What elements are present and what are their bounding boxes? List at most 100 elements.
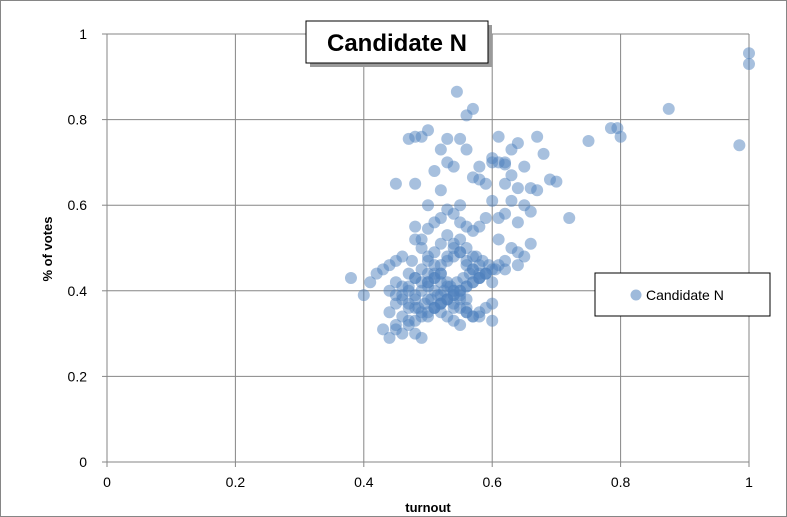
data-point — [537, 147, 550, 160]
data-point — [505, 194, 518, 207]
data-point — [733, 139, 746, 152]
x-tick-label: 0.8 — [611, 474, 631, 490]
y-tick-label: 0.8 — [68, 112, 88, 128]
data-point — [460, 143, 473, 156]
data-point — [412, 301, 425, 314]
data-point — [492, 233, 505, 246]
data-point — [447, 160, 460, 173]
data-point — [454, 216, 467, 229]
data-point — [405, 254, 418, 267]
data-point — [511, 246, 524, 259]
x-tick-label: 0.2 — [226, 474, 246, 490]
data-point — [460, 293, 473, 306]
data-point — [402, 301, 415, 314]
data-point — [492, 212, 505, 225]
x-tick-label: 0 — [103, 474, 111, 490]
data-point — [492, 130, 505, 143]
data-point — [370, 267, 383, 280]
legend: Candidate N — [594, 272, 771, 317]
data-point — [422, 124, 434, 137]
chart-title-box: Candidate N — [305, 20, 492, 67]
data-point — [499, 254, 512, 267]
data-point — [409, 289, 422, 302]
data-point — [499, 177, 512, 190]
data-point — [531, 184, 544, 197]
legend-frame — [594, 272, 771, 317]
data-point — [511, 182, 524, 195]
data-point — [409, 233, 422, 246]
data-point — [524, 237, 537, 250]
data-point — [505, 143, 518, 156]
data-point — [447, 301, 460, 314]
data-point — [454, 199, 467, 212]
y-tick-label: 1 — [79, 26, 87, 42]
data-point — [473, 173, 486, 186]
data-point — [460, 306, 473, 319]
y-tick-label: 0.6 — [68, 197, 88, 213]
data-point — [383, 331, 396, 344]
data-point — [662, 102, 675, 115]
data-point — [460, 109, 473, 122]
data-point — [486, 276, 499, 289]
data-point — [486, 297, 499, 310]
data-point — [409, 220, 422, 233]
data-point — [434, 184, 447, 197]
data-point — [434, 143, 447, 156]
legend-marker — [630, 289, 642, 301]
data-point — [511, 259, 524, 272]
data-point — [743, 57, 755, 70]
data-point — [357, 289, 370, 302]
data-point — [422, 250, 434, 263]
data-point — [422, 276, 434, 289]
data-point — [473, 310, 486, 323]
data-point — [563, 212, 576, 225]
data-point — [441, 132, 454, 145]
data-point — [402, 132, 415, 145]
data-point — [582, 135, 595, 147]
chart-title-frame — [305, 20, 489, 64]
data-point — [454, 246, 467, 259]
data-point — [396, 327, 409, 340]
legend-label: Candidate N — [646, 287, 724, 303]
data-point — [383, 306, 396, 319]
data-point — [454, 319, 467, 332]
data-point — [505, 169, 518, 182]
y-axis-title: % of votes — [40, 216, 55, 281]
y-tick-label: 0 — [79, 454, 87, 470]
data-point — [389, 177, 402, 190]
x-tick-label: 1 — [745, 474, 753, 490]
data-point — [524, 205, 537, 218]
data-point — [486, 194, 499, 207]
data-point — [743, 47, 755, 60]
data-point — [409, 177, 422, 190]
data-point — [473, 267, 486, 280]
data-point — [614, 130, 627, 143]
y-tick-label: 0.4 — [68, 283, 88, 299]
data-point — [479, 212, 492, 225]
data-point — [447, 237, 460, 250]
data-point — [441, 203, 454, 216]
data-point — [364, 276, 377, 289]
chart-title: Candidate N — [327, 30, 467, 57]
data-point — [377, 323, 390, 336]
data-point — [402, 314, 415, 327]
data-point — [344, 271, 357, 284]
data-point — [454, 132, 467, 145]
data-point — [409, 327, 422, 340]
tick-labels: 0 0.2 0.4 0.6 0.8 1 0 0.2 0.4 0.6 0.8 1 — [68, 26, 754, 490]
data-point — [531, 130, 544, 143]
data-point — [409, 271, 422, 284]
data-point — [422, 222, 434, 235]
data-point — [441, 229, 454, 242]
x-tick-label: 0.4 — [354, 474, 374, 490]
data-point — [550, 175, 563, 188]
data-point — [489, 263, 502, 276]
data-point — [473, 160, 486, 173]
data-point — [511, 216, 524, 229]
data-points — [344, 47, 755, 344]
data-point — [499, 263, 512, 276]
data-point — [389, 319, 402, 332]
data-point — [434, 237, 447, 250]
